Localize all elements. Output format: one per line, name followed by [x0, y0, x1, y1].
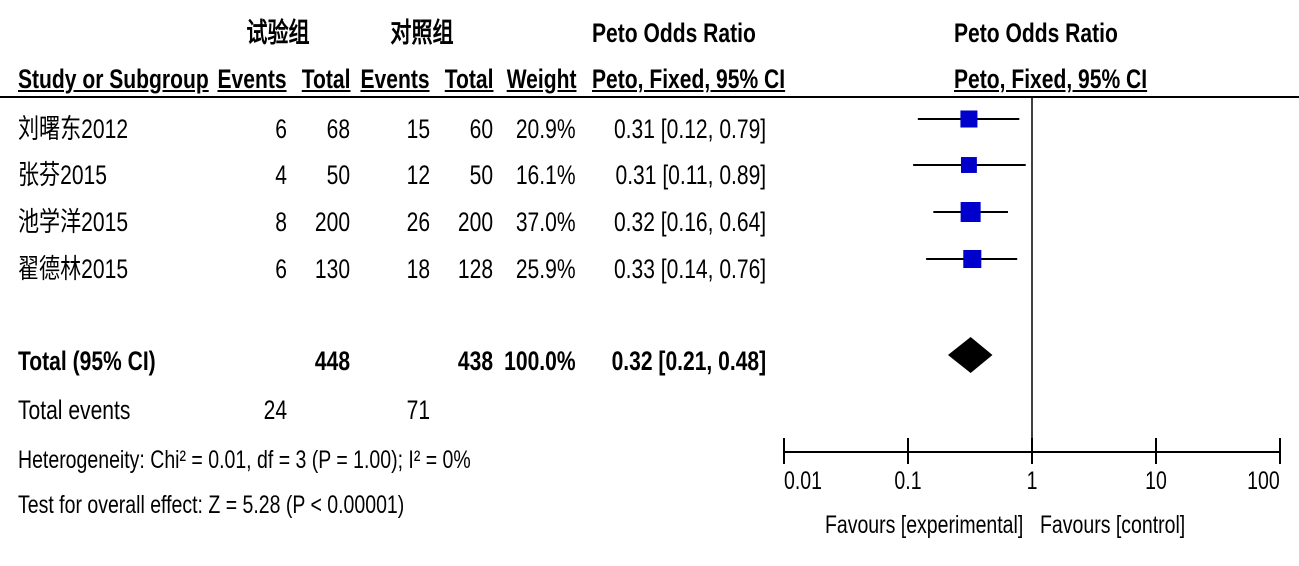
study-exp-events: 4: [275, 160, 287, 190]
exp-events-header: Events: [217, 64, 287, 94]
total-events-exp: 24: [263, 395, 287, 425]
study-col-header: Study or Subgroup: [18, 64, 209, 94]
total-events-ctl: 71: [406, 395, 430, 425]
study-effect-square: [960, 202, 981, 222]
study-name: 翟德林2015: [18, 254, 129, 284]
ctl-total-header: Total: [444, 64, 493, 94]
study-exp-total: 200: [314, 207, 350, 237]
ctl-events-header: Events: [360, 64, 430, 94]
exp-group-header: 试验组: [246, 18, 310, 48]
study-effect-square: [960, 110, 978, 128]
total-weight: 100.0%: [504, 346, 576, 376]
ratio-title-right: Peto Odds Ratio: [954, 18, 1118, 48]
ratio-title-left: Peto Odds Ratio: [592, 18, 756, 48]
overall-effect-text: Test for overall effect: Z = 5.28 (P < 0…: [18, 491, 405, 519]
study-ctl-events: 26: [406, 207, 430, 237]
total-events-label: Total events: [18, 395, 131, 425]
study-weight: 25.9%: [516, 254, 576, 284]
study-name: 张芬2015: [18, 160, 107, 190]
exp-total-header: Total: [301, 64, 350, 94]
total-diamond: [947, 337, 993, 373]
x-tick-label: 0.1: [894, 467, 922, 495]
favours-control: Favours [control]: [1040, 511, 1186, 539]
study-name: 池学洋2015: [18, 207, 129, 237]
study-ctl-total: 200: [457, 207, 493, 237]
study-exp-events: 8: [275, 207, 287, 237]
study-ctl-total: 60: [469, 114, 493, 144]
study-effect-square: [963, 249, 982, 269]
study-weight: 20.9%: [516, 114, 576, 144]
study-ctl-total: 50: [469, 160, 493, 190]
ctl-group-header: 对照组: [390, 18, 454, 48]
study-ctl-events: 15: [406, 114, 430, 144]
study-ci-text: 0.31 [0.12, 0.79]: [613, 114, 766, 144]
study-ctl-events: 18: [406, 254, 430, 284]
study-exp-total: 130: [314, 254, 350, 284]
study-exp-total: 50: [326, 160, 350, 190]
weight-header: Weight: [506, 64, 576, 94]
favours-experimental: Favours [experimental]: [824, 511, 1023, 539]
total-ctl-total: 438: [457, 346, 493, 376]
x-tick-label: 0.01: [784, 467, 822, 495]
study-name: 刘曙东2012: [18, 114, 129, 144]
x-tick-label: 10: [1145, 467, 1167, 495]
study-weight: 37.0%: [516, 207, 576, 237]
study-exp-total: 68: [326, 114, 350, 144]
x-tick-label: 100: [1247, 467, 1280, 495]
study-exp-events: 6: [275, 254, 287, 284]
study-ci-text: 0.32 [0.16, 0.64]: [613, 207, 766, 237]
study-ci-text: 0.33 [0.14, 0.76]: [613, 254, 766, 284]
study-effect-square: [960, 157, 977, 173]
study-exp-events: 6: [275, 114, 287, 144]
study-ci-text: 0.31 [0.11, 0.89]: [615, 160, 766, 190]
study-ctl-events: 12: [406, 160, 430, 190]
study-ctl-total: 128: [457, 254, 493, 284]
x-tick-label: 1: [1026, 467, 1038, 495]
total-label: Total (95% CI): [18, 346, 156, 376]
total-exp-total: 448: [314, 346, 350, 376]
total-ci-text: 0.32 [0.21, 0.48]: [611, 346, 766, 376]
heterogeneity-text: Heterogeneity: Chi² = 0.01, df = 3 (P = …: [18, 446, 471, 474]
study-weight: 16.1%: [516, 160, 576, 190]
